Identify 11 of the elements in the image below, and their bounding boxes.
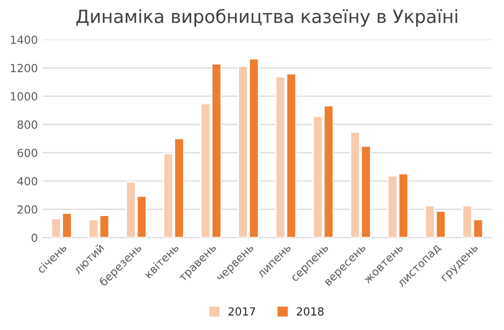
y-tick-label: 200 xyxy=(18,205,38,214)
y-tick-label: 0 xyxy=(32,234,38,242)
y-tick-label: 400 xyxy=(17,177,38,186)
legend-label: 2017 xyxy=(228,307,256,316)
y-tick-label: 800 xyxy=(18,120,38,129)
y-tick-label: 1000 xyxy=(10,92,38,101)
y-tick-label: 1200 xyxy=(10,64,38,72)
legend-label: 2018 xyxy=(296,307,324,316)
y-tick-label: 1400 xyxy=(10,36,38,44)
y-tick-label: 600 xyxy=(18,148,38,158)
chart-title: Динаміка виробництва казеїну в Україні xyxy=(76,8,458,27)
